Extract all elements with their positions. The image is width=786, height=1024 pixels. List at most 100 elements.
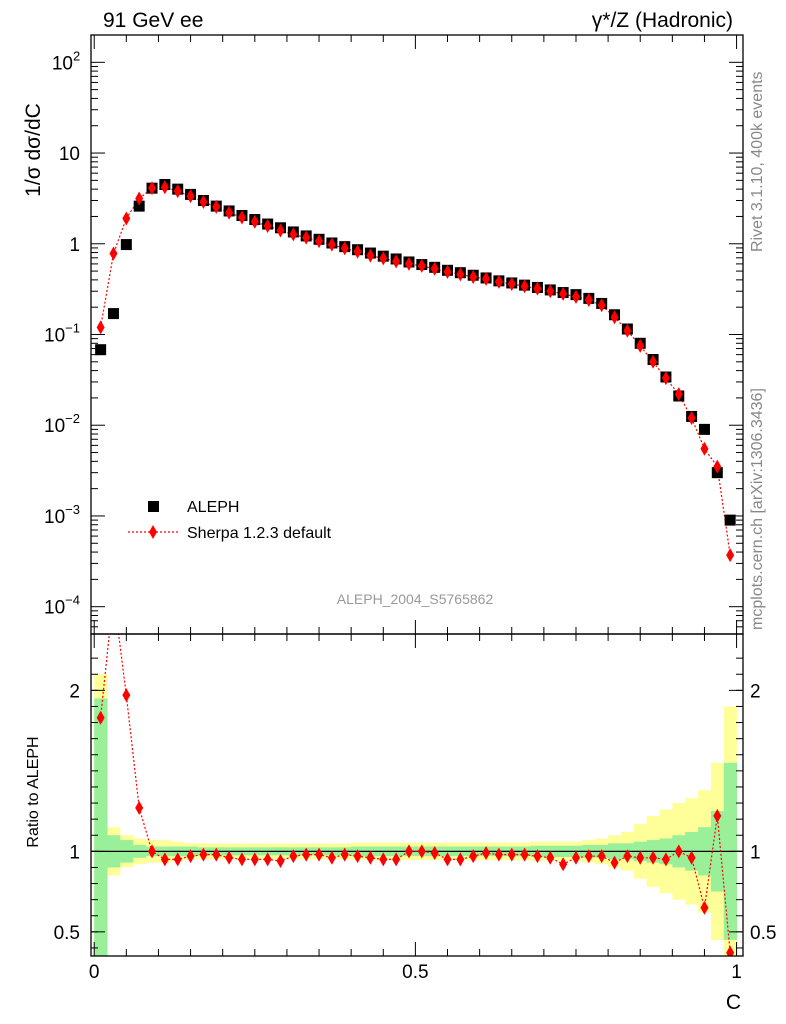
ratio-mc-point: [302, 847, 311, 862]
legend-sherpa-label: Sherpa 1.2.3 default: [187, 525, 332, 542]
mc-point: [430, 261, 439, 276]
mc-point: [160, 180, 169, 195]
y-tick-label: 10−1: [44, 321, 80, 347]
ratio-mc-point: [571, 850, 580, 865]
mc-point: [584, 293, 593, 308]
ratio-mc-point: [173, 852, 182, 867]
mc-point: [173, 184, 182, 199]
mc-point: [610, 310, 619, 325]
ratio-mc-point: [687, 850, 696, 865]
mc-point: [366, 248, 375, 263]
ratio-mc-point: [417, 844, 426, 859]
ratio-mc-point: [623, 849, 632, 864]
ratio-mc-point: [430, 845, 439, 860]
source-label: mcplots.cern.ch [arXiv:1306.3436]: [749, 388, 766, 630]
ratio-mc-point: [96, 710, 105, 725]
ratio-mc-point: [160, 852, 169, 867]
ratio-mc-point: [559, 857, 568, 872]
ratio-panel: [91, 587, 743, 956]
y-tick-label: 10: [59, 144, 80, 165]
ratio-mc-point: [456, 852, 465, 867]
ratio-y-tick-label-right: 1: [750, 842, 761, 863]
mc-point: [186, 189, 195, 204]
mc-point: [340, 241, 349, 256]
ratio-y-tick-label-right: 2: [750, 681, 761, 702]
ratio-y-tick-label: 2: [69, 681, 80, 702]
y-tick-label: 10−2: [44, 411, 80, 437]
y-tick-label: 102: [52, 48, 80, 74]
mc-point: [533, 281, 542, 296]
mc-point: [276, 223, 285, 238]
mc-point: [674, 387, 683, 402]
x-tick-label: 0.5: [402, 962, 428, 983]
y-tick-label: 10−4: [44, 593, 80, 619]
analysis-watermark: ALEPH_2004_S5765862: [337, 591, 494, 607]
mc-point: [135, 191, 144, 206]
ratio-mc-point: [533, 849, 542, 864]
ratio-mc-point: [661, 852, 670, 867]
ratio-mc-point: [366, 850, 375, 865]
ratio-mc-point: [649, 850, 658, 865]
mc-point: [353, 244, 362, 259]
mc-point: [520, 279, 529, 294]
ratio-mc-point: [353, 849, 362, 864]
mc-point: [687, 411, 696, 426]
mc-point: [507, 277, 516, 292]
ratio-mc-point: [276, 854, 285, 869]
legend-aleph-marker: [148, 501, 159, 512]
mc-point: [559, 286, 568, 301]
ratio-mc-point: [109, 587, 117, 601]
ratio-y-tick-label: 0.5: [54, 923, 80, 944]
mc-point: [109, 246, 118, 261]
ratio-y-tick-label-right: 0.5: [750, 923, 776, 944]
mc-point: [327, 237, 336, 252]
ratio-mc-point: [584, 849, 593, 864]
ratio-mc-point: [250, 852, 259, 867]
main-panel: [95, 179, 736, 563]
y-tick-label: 1: [69, 235, 80, 256]
mc-point: [263, 218, 272, 233]
main-ylabel: 1/σ dσ/dC: [22, 103, 45, 197]
mc-point: [623, 323, 632, 338]
mc-point: [417, 258, 426, 273]
mc-point: [250, 214, 259, 229]
ratio-ylabel: Ratio to ALEPH: [25, 736, 42, 847]
x-tick-label: 0: [89, 962, 100, 983]
mc-point: [482, 271, 491, 286]
mc-point: [649, 354, 658, 369]
aleph-point: [95, 344, 107, 356]
ratio-mc-point: [546, 850, 555, 865]
mc-point: [379, 251, 388, 266]
ratio-mc-point: [636, 850, 645, 865]
header-left-label: 91 GeV ee: [103, 9, 203, 32]
ratio-mc-point: [494, 847, 503, 862]
ratio-mc-point: [379, 852, 388, 867]
aleph-point: [698, 423, 710, 435]
ratio-mc-point: [122, 688, 131, 703]
mc-point: [713, 459, 722, 474]
ratio-mc-point: [482, 845, 491, 860]
aleph-point: [724, 514, 736, 526]
mc-point: [494, 274, 503, 289]
mc-point: [122, 211, 131, 226]
legend: ALEPH Sherpa 1.2.3 default: [128, 499, 332, 542]
mc-point: [199, 194, 208, 209]
ratio-band-inner: [94, 698, 108, 956]
ratio-mc-point: [520, 847, 529, 862]
ratio-mc-point: [674, 844, 683, 859]
aleph-point: [133, 200, 145, 212]
mc-point: [597, 298, 606, 313]
mc-point: [302, 230, 311, 245]
x-axis-title: C: [726, 991, 741, 1014]
ratio-mc-point: [148, 844, 157, 859]
y-tick-label: 10−3: [44, 502, 80, 528]
ratio-mc-point: [404, 844, 413, 859]
mc-point: [571, 289, 580, 304]
mc-point: [661, 371, 670, 386]
ratio-mc-point: [392, 852, 401, 867]
ratio-mc-point: [186, 849, 195, 864]
mc-point: [726, 548, 735, 563]
ratio-mc-point: [443, 852, 452, 867]
main-frame: [90, 34, 744, 635]
mc-point: [148, 181, 157, 196]
